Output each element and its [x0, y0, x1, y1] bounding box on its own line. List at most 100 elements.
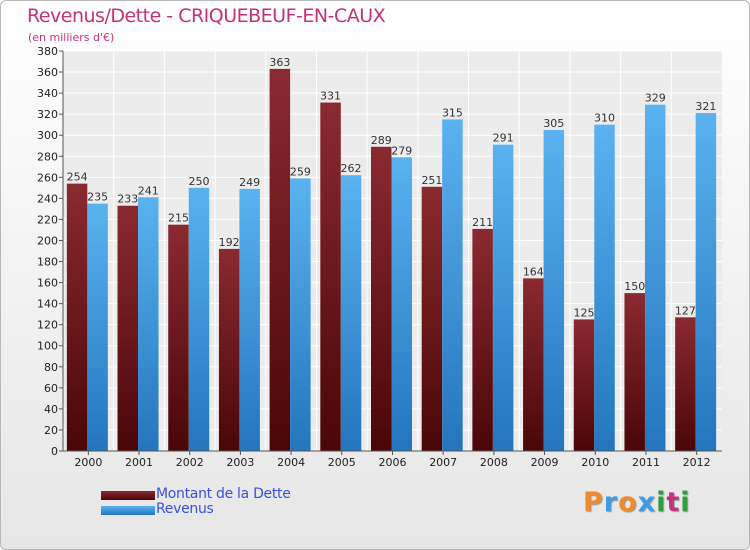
y-tick-label: 320	[37, 108, 58, 121]
data-label-revenus: 250	[188, 175, 209, 188]
y-tick-label: 260	[37, 171, 58, 184]
data-label-revenus: 321	[695, 100, 716, 113]
data-label-revenus: 235	[87, 191, 108, 204]
logo-letter: o	[618, 487, 638, 518]
data-label-debt: 251	[421, 174, 442, 187]
x-tick-label: 2008	[480, 456, 508, 469]
logo-letter: i	[680, 487, 691, 518]
bar-revenus	[340, 175, 362, 452]
y-tick-label: 40	[44, 403, 58, 416]
legend-label-revenus: Revenus	[156, 501, 214, 517]
x-tick-label: 2000	[74, 456, 102, 469]
bar-revenus	[239, 188, 260, 452]
x-tick-label: 2011	[632, 456, 660, 469]
x-tick-label: 2012	[683, 456, 711, 469]
data-label-debt: 164	[523, 265, 544, 278]
bar-debt	[218, 248, 240, 451]
bar-revenus	[188, 187, 210, 451]
x-tick-label: 2005	[328, 456, 356, 469]
y-tick-label: 200	[37, 234, 58, 247]
data-label-debt: 215	[168, 212, 189, 225]
data-label-debt: 211	[472, 216, 493, 229]
y-tick-label: 60	[44, 382, 58, 395]
legend-swatch-debt	[101, 491, 155, 500]
data-label-debt: 233	[117, 193, 138, 206]
y-tick-label: 20	[44, 424, 58, 437]
bar-debt	[168, 224, 189, 451]
y-tick-label: 80	[44, 361, 58, 374]
y-tick-label: 300	[37, 129, 58, 142]
data-label-revenus: 310	[594, 112, 615, 125]
logo-letter: r	[603, 487, 619, 518]
bar-debt	[624, 293, 645, 451]
data-label-revenus: 241	[138, 184, 159, 197]
data-label-revenus: 305	[543, 117, 564, 130]
y-tick-label: 180	[37, 256, 58, 269]
y-tick-label: 380	[37, 45, 58, 58]
bar-revenus	[442, 119, 463, 451]
y-tick-label: 340	[37, 87, 58, 100]
y-tick-label: 360	[37, 66, 58, 79]
bar-debt	[117, 205, 139, 451]
bar-debt	[320, 102, 341, 451]
bar-debt	[675, 317, 696, 451]
x-tick-label: 2006	[379, 456, 407, 469]
bar-revenus	[543, 129, 565, 451]
x-tick-label: 2003	[226, 456, 254, 469]
data-label-debt: 127	[675, 304, 696, 317]
x-tick-label: 2009	[531, 456, 559, 469]
y-tick-label: 220	[37, 213, 58, 226]
bar-revenus	[594, 124, 615, 452]
data-label-debt: 331	[320, 90, 341, 103]
bar-debt	[573, 319, 595, 451]
bar-debt	[371, 146, 392, 451]
y-tick-label: 240	[37, 192, 58, 205]
x-tick-label: 2002	[176, 456, 204, 469]
x-tick-label: 2004	[277, 456, 305, 469]
x-tick-label: 2001	[125, 456, 153, 469]
data-label-debt: 125	[574, 306, 595, 319]
bar-revenus	[87, 203, 108, 451]
y-tick-label: 120	[37, 319, 58, 332]
data-label-revenus: 315	[442, 106, 463, 119]
bar-revenus	[391, 157, 412, 451]
data-label-revenus: 262	[341, 162, 362, 175]
data-label-revenus: 291	[493, 132, 514, 145]
data-label-revenus: 329	[645, 92, 666, 105]
y-tick-label: 160	[37, 277, 58, 290]
logo-letter: P	[583, 487, 604, 518]
chart-subtitle: (en milliers d'€)	[28, 31, 115, 44]
y-tick-label: 280	[37, 150, 58, 163]
legend-swatch-revenus	[101, 506, 155, 515]
data-label-debt: 363	[269, 56, 290, 69]
bar-revenus	[138, 197, 159, 451]
data-label-revenus: 279	[391, 144, 412, 157]
bar-revenus	[290, 178, 311, 452]
bar-debt	[523, 278, 544, 451]
bar-debt	[269, 68, 291, 451]
bar-debt	[66, 183, 88, 451]
legend-label-debt: Montant de la Dette	[156, 486, 291, 502]
proxiti-logo: Proxiti	[583, 487, 691, 518]
bar-debt	[421, 186, 443, 451]
x-tick-label: 2010	[581, 456, 609, 469]
bar-revenus	[695, 113, 717, 452]
data-label-debt: 254	[67, 171, 88, 184]
logo-letter: t	[666, 487, 681, 518]
y-tick-label: 100	[37, 340, 58, 353]
bar-revenus	[644, 104, 666, 452]
x-tick-label: 2007	[429, 456, 457, 469]
logo-letter: x	[637, 487, 657, 518]
data-label-debt: 289	[371, 134, 392, 147]
data-label-revenus: 259	[290, 165, 311, 178]
bar-debt	[472, 228, 493, 451]
bar-revenus	[492, 144, 514, 451]
data-label-revenus: 249	[239, 176, 260, 189]
data-label-debt: 150	[624, 280, 645, 293]
y-tick-label: 0	[51, 445, 58, 458]
chart-title: Revenus/Dette - CRIQUEBEUF-EN-CAUX	[27, 5, 386, 27]
data-label-debt: 192	[219, 236, 240, 249]
y-tick-label: 140	[37, 298, 58, 311]
